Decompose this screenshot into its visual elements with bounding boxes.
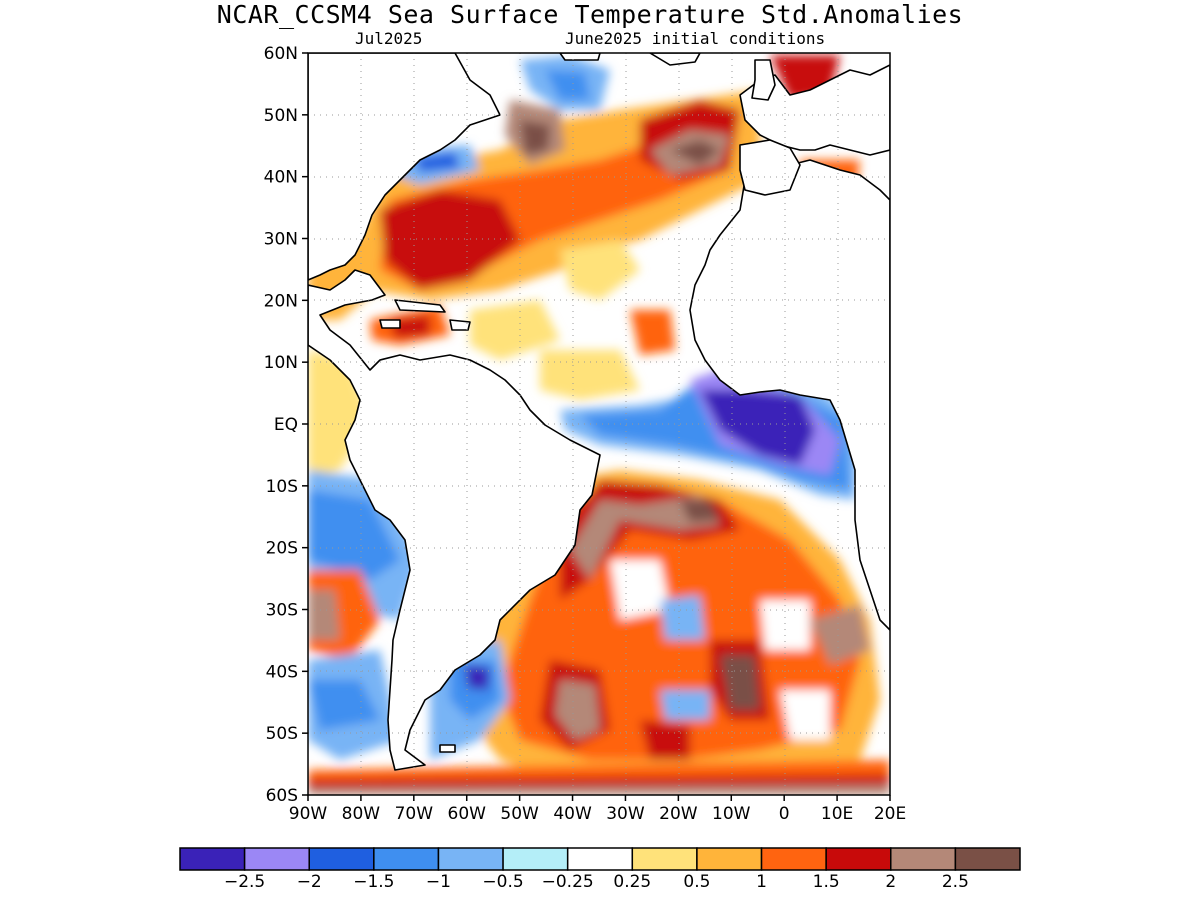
colorbar-swatch	[243, 847, 310, 871]
lon-tick-label: 50W	[500, 804, 539, 824]
colorbar-swatch	[502, 847, 569, 871]
colorbar-label: −0.5	[482, 872, 523, 892]
colorbar-label: 2	[885, 872, 896, 892]
lon-tick-label: 10E	[821, 804, 853, 824]
lat-tick-label: 10S	[266, 477, 298, 497]
lat-tick-label: 50N	[264, 106, 298, 126]
lat-tick-label: 40N	[264, 168, 298, 188]
lon-tick-label: 90W	[289, 804, 328, 824]
lon-tick-label: 20W	[659, 804, 698, 824]
colorbar-label: 0.25	[613, 872, 651, 892]
init-conditions-label: June2025 initial conditions	[565, 29, 826, 48]
valid-month-label: Jul2025	[355, 29, 423, 48]
colorbar-label: −0.25	[542, 872, 594, 892]
lon-tick-label: 80W	[342, 804, 381, 824]
colorbar-label: 1	[756, 872, 767, 892]
lat-tick-label: 60N	[264, 44, 298, 64]
lat-tick-label: 50S	[266, 724, 298, 744]
colorbar-label: −1	[426, 872, 451, 892]
lat-tick-label: 20S	[266, 539, 298, 559]
colorbar-swatch	[566, 847, 634, 871]
axis-ticks: 90W 80W 70W 60W 50W 40W 30W 20W 10W 0 10E 20E 60N 50N…	[264, 44, 907, 824]
lat-tick-label: 10N	[264, 353, 298, 373]
lat-tick-label: 30S	[266, 601, 298, 621]
colorbar-label: −1.5	[353, 872, 394, 892]
continents	[308, 53, 890, 771]
colorbar-swatch	[179, 847, 246, 871]
lat-tick-label: 30N	[264, 230, 298, 250]
lat-tick-label: 20N	[264, 291, 298, 311]
colorbar-swatch	[696, 847, 763, 871]
colorbar-swatch	[437, 847, 504, 871]
colorbar-swatch	[760, 847, 827, 871]
lon-tick-label: 70W	[395, 804, 434, 824]
colorbar-swatch	[890, 847, 957, 871]
lat-tick-label: EQ	[274, 415, 298, 435]
lon-tick-label: 30W	[606, 804, 645, 824]
gridlines	[308, 53, 890, 795]
lat-tick-label: 40S	[266, 662, 298, 682]
colorbar-swatch	[631, 847, 698, 871]
colorbar-label: −2	[297, 872, 322, 892]
colorbar-label: 1.5	[813, 872, 840, 892]
colorbar-swatch	[373, 847, 440, 871]
anomaly-field	[308, 53, 890, 795]
colorbar: −2.5 −2 −1.5 −1 −0.5 −0.25 0.25 0.5 1 1.5 2 2.5	[179, 847, 1021, 892]
lon-tick-label: 10W	[712, 804, 751, 824]
lat-tick-label: 60S	[266, 786, 298, 806]
lon-tick-label: 60W	[448, 804, 487, 824]
colorbar-swatch	[825, 847, 892, 871]
lon-tick-label: 40W	[553, 804, 592, 824]
colorbar-label: 2.5	[942, 872, 969, 892]
colorbar-swatch	[308, 847, 375, 871]
colorbar-swatch	[954, 847, 1021, 871]
map-title: NCAR_CCSM4 Sea Surface Temperature Std.A…	[216, 0, 964, 29]
colorbar-label: −2.5	[224, 872, 265, 892]
lon-tick-label: 20E	[874, 804, 906, 824]
lon-tick-label: 0	[779, 804, 790, 824]
colorbar-label: 0.5	[683, 872, 710, 892]
